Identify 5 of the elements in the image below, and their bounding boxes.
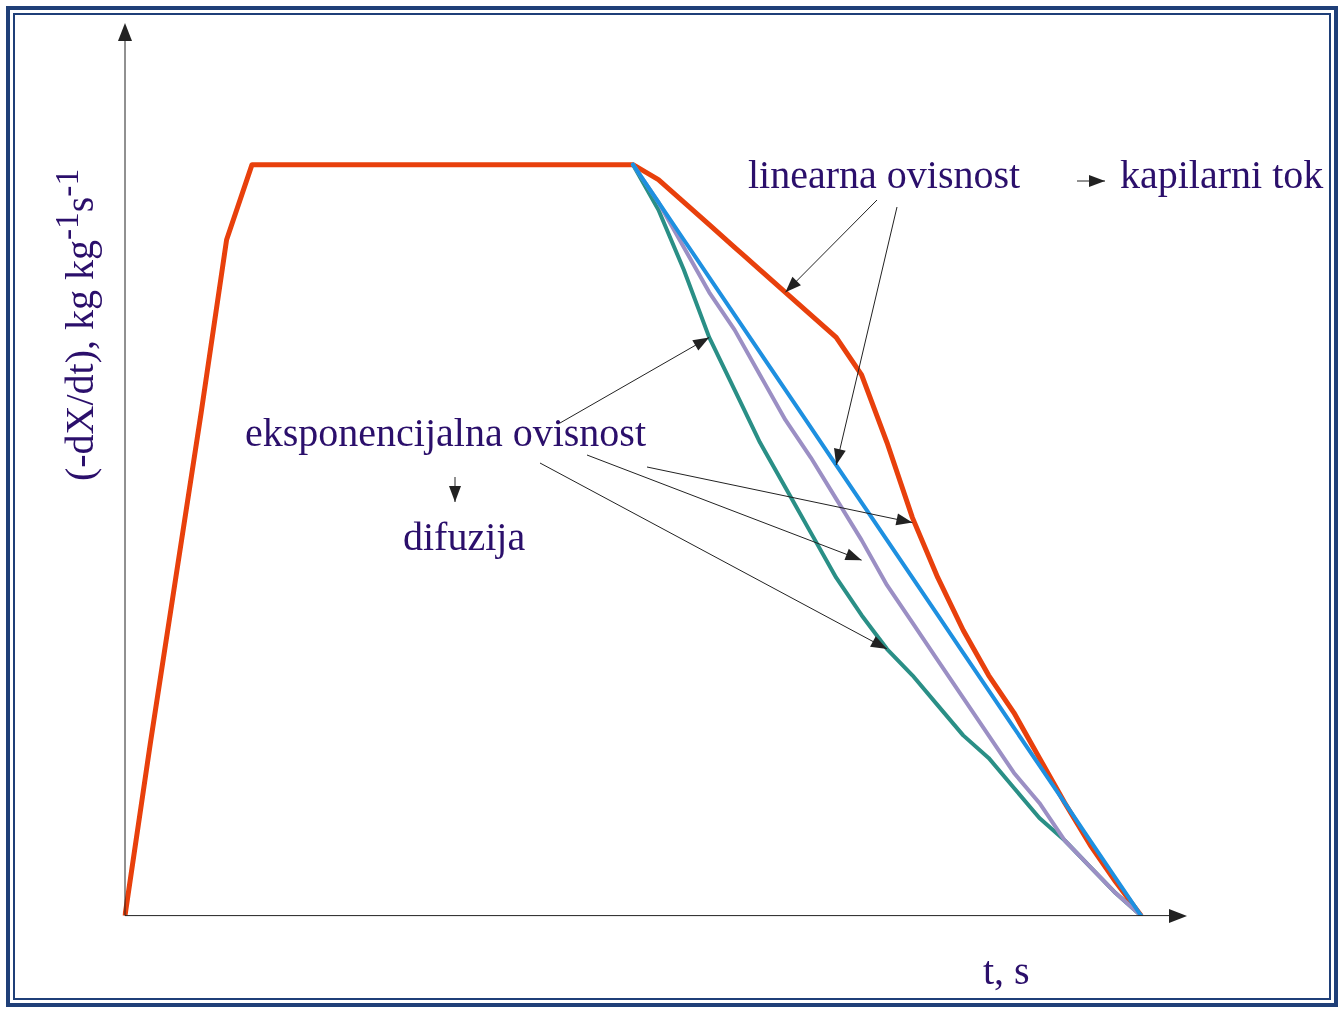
annotation: linearna ovisnost — [748, 152, 1021, 197]
annotation: difuzija — [403, 514, 526, 559]
annotation: kapilarni tok — [1120, 152, 1324, 197]
x-axis-title: t, s — [983, 948, 1030, 993]
annotation: eksponencijalna ovisnost — [245, 410, 647, 455]
